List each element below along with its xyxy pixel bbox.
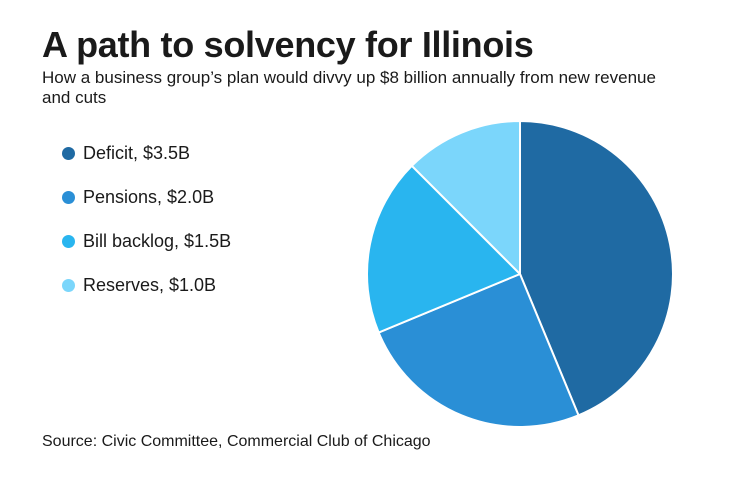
legend-label-bill-backlog: Bill backlog, $1.5B <box>83 230 232 251</box>
legend-label-deficit: Deficit, $3.5B <box>83 142 191 163</box>
legend-swatch-pensions <box>62 190 75 204</box>
chart-subtitle: How a business group’s plan would divvy … <box>42 68 656 107</box>
legend-swatch-bill-backlog <box>62 234 75 248</box>
legend-swatch-reserves <box>62 278 75 292</box>
legend-item-deficit: Deficit, $3.5B <box>62 139 231 167</box>
legend-item-pensions: Pensions, $2.0B <box>62 183 231 211</box>
pie-slice-reserves <box>410 120 521 275</box>
legend-label-pensions: Pensions, $2.0B <box>83 186 215 207</box>
pie-chart <box>366 120 674 428</box>
pie-slice-bill-backlog <box>366 164 521 334</box>
legend-item-bill-backlog: Bill backlog, $1.5B <box>62 227 231 255</box>
pie-slice-deficit <box>519 120 674 417</box>
legend-label-reserves: Reserves, $1.0B <box>83 274 217 295</box>
legend-swatch-deficit <box>62 146 75 160</box>
legend: Deficit, $3.5B Pensions, $2.0B Bill back… <box>62 139 231 315</box>
source-note: Source: Civic Committee, Commercial Club… <box>42 433 431 450</box>
chart-title: A path to solvency for Illinois <box>42 24 534 65</box>
legend-item-reserves: Reserves, $1.0B <box>62 271 231 299</box>
